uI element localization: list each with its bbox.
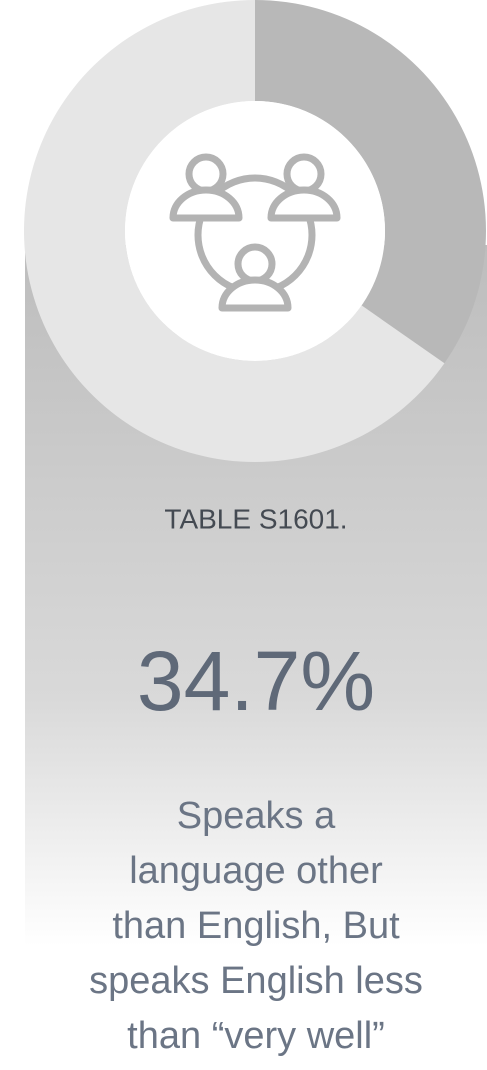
donut-segment [23,0,445,462]
value-label: 34.7% [137,634,375,728]
description: Speaks a language other than English, But s… [89,795,423,1057]
description-line: speaks English less [89,960,423,1002]
donut-segment [255,0,486,364]
description-line: language other [129,850,383,892]
donut [23,0,486,462]
donut-hole [125,101,385,361]
people-icon [169,153,341,312]
description-line: Speaks a [177,795,336,837]
description-line: than “very well” [127,1015,385,1057]
source-label: TABLE S1601. [164,503,347,534]
description-line: than English, But [112,905,400,947]
